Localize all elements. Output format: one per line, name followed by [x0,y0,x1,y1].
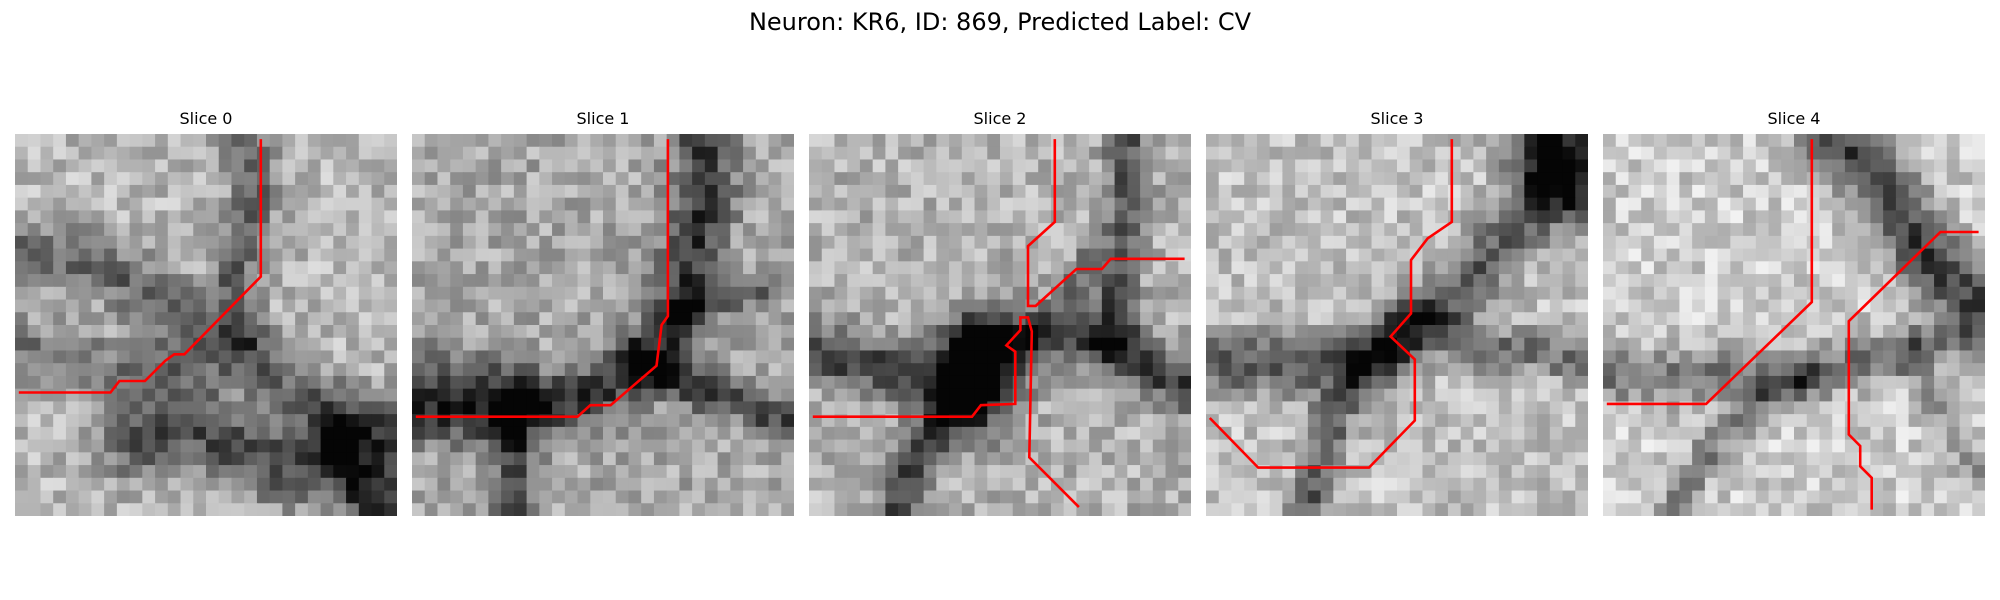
pixel-grid [412,134,794,516]
slice-image-0 [15,134,397,516]
pixel-grid [1206,134,1588,516]
slice-title-2: Slice 2 [973,109,1027,128]
red-trace-0 [1606,139,1814,406]
red-trace-0 [18,139,263,394]
slice-title-0: Slice 0 [179,109,233,128]
slice-panel-4: Slice 4 [1603,108,1985,516]
red-trace-0 [1208,139,1454,469]
slice-panel-0: Slice 0 [15,108,397,516]
red-trace-1 [1847,230,1979,510]
slice-image-3 [1206,134,1588,516]
red-trace-0 [812,316,1080,509]
slice-title-4: Slice 4 [1767,109,1821,128]
red-trace-1 [1026,139,1185,308]
slice-panel-1: Slice 1 [412,108,794,516]
figure-title: Neuron: KR6, ID: 869, Predicted Label: C… [748,8,1252,36]
slice-image-4 [1603,134,1985,516]
red-trace-0 [415,139,670,419]
slice-image-1 [412,134,794,516]
slice-title-1: Slice 1 [576,109,630,128]
slice-panel-3: Slice 3 [1206,108,1588,516]
pixel-grid [1603,134,1985,516]
pixel-grid [15,134,397,516]
slice-panel-2: Slice 2 [809,108,1191,516]
pixel-grid [809,134,1191,516]
slice-image-2 [809,134,1191,516]
slice-title-3: Slice 3 [1370,109,1424,128]
